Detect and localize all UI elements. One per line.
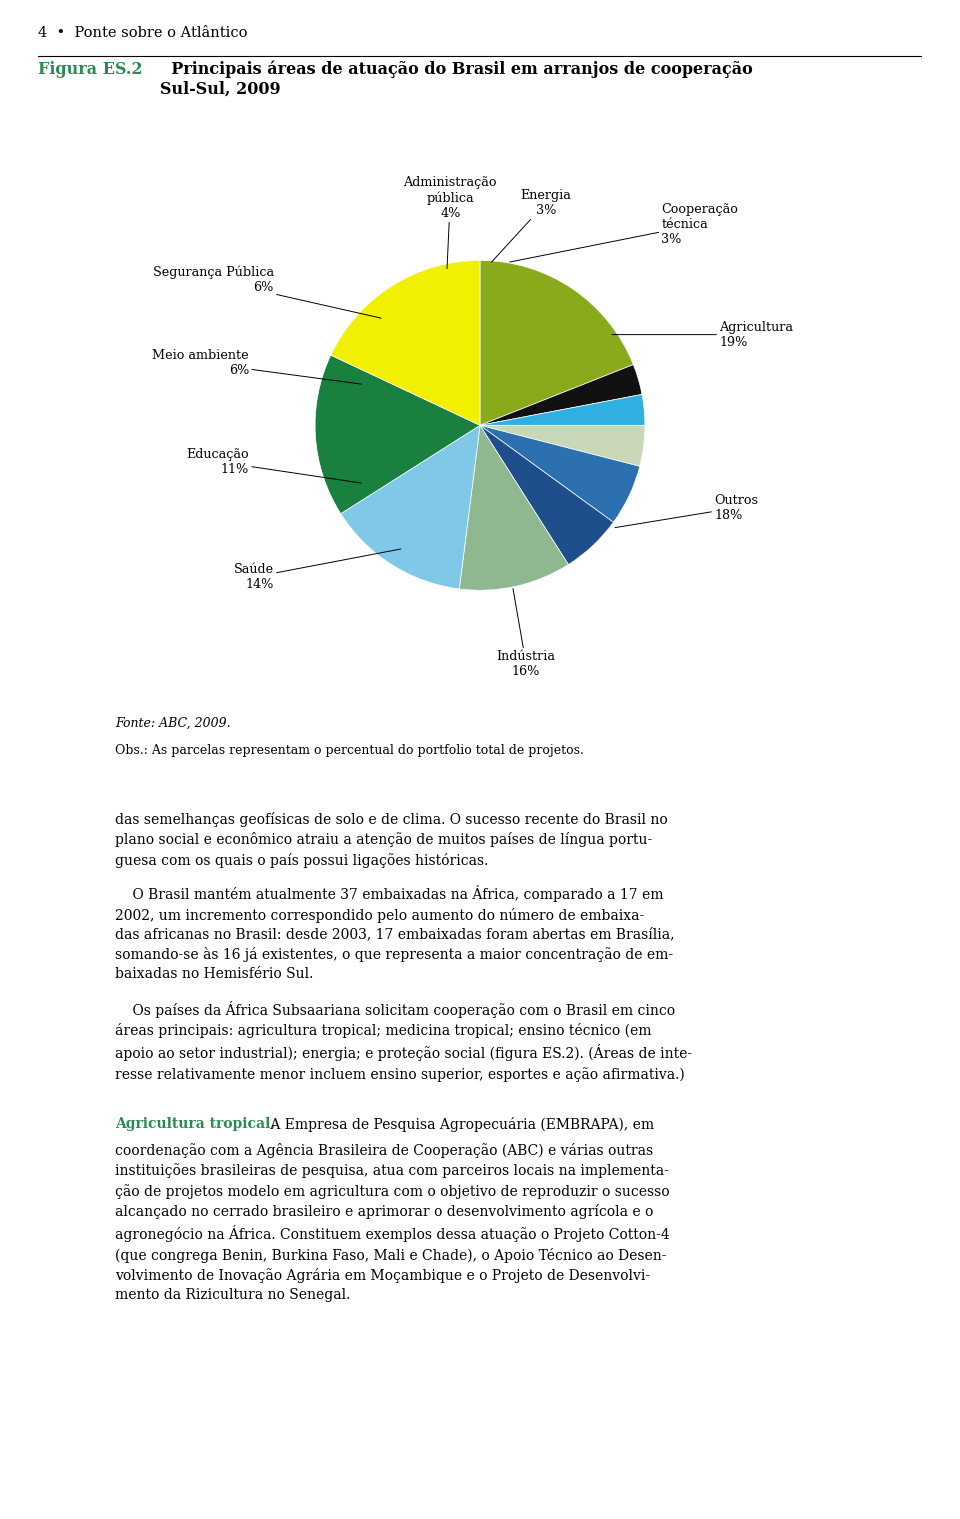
Text: Agricultura
19%: Agricultura 19% [612, 321, 793, 349]
Text: Outros
18%: Outros 18% [615, 494, 758, 527]
Text: Cooperação
técnica
3%: Cooperação técnica 3% [510, 202, 738, 263]
Text: Administração
pública
4%: Administração pública 4% [403, 176, 497, 269]
Text: Segurança Pública
6%: Segurança Pública 6% [153, 266, 381, 317]
Text: Energia
3%: Energia 3% [492, 188, 571, 263]
Text: das semelhanças geofísicas de solo e de clima. O sucesso recente do Brasil no
pl: das semelhanças geofísicas de solo e de … [115, 813, 668, 867]
Wedge shape [341, 425, 480, 589]
Wedge shape [315, 355, 480, 513]
Text: coordenação com a Agência Brasileira de Cooperação (ABC) e várias outras
institu: coordenação com a Agência Brasileira de … [115, 1144, 670, 1302]
Text: Meio ambiente
6%: Meio ambiente 6% [153, 349, 361, 384]
Wedge shape [480, 365, 642, 425]
Wedge shape [331, 260, 480, 425]
Wedge shape [480, 425, 639, 523]
Wedge shape [480, 395, 645, 425]
Wedge shape [459, 425, 568, 591]
Text: 4  •  Ponte sobre o Atlântico: 4 • Ponte sobre o Atlântico [38, 26, 248, 39]
Text: Figura ES.2: Figura ES.2 [38, 61, 143, 77]
Text: Fonte: ABC, 2009.: Fonte: ABC, 2009. [115, 717, 230, 731]
Text: O Brasil mantém atualmente 37 embaixadas na África, comparado a 17 em
2002, um i: O Brasil mantém atualmente 37 embaixadas… [115, 886, 675, 981]
Text: Educação
11%: Educação 11% [186, 448, 361, 483]
Text: Obs.: As parcelas representam o percentual do portfolio total de projetos.: Obs.: As parcelas representam o percentu… [115, 744, 584, 756]
Text: A Empresa de Pesquisa Agropecuária (EMBRAPA), em: A Empresa de Pesquisa Agropecuária (EMBR… [266, 1116, 655, 1132]
Text: Os países da África Subsaariana solicitam cooperação com o Brasil em cinco
áreas: Os países da África Subsaariana solicita… [115, 1001, 692, 1082]
Text: Indústria
16%: Indústria 16% [496, 588, 556, 679]
Wedge shape [480, 425, 645, 466]
Wedge shape [480, 260, 634, 425]
Text: Saúde
14%: Saúde 14% [233, 548, 401, 591]
Text: Principais áreas de atuação do Brasil em arranjos de cooperação
Sul-Sul, 2009: Principais áreas de atuação do Brasil em… [160, 61, 753, 97]
Wedge shape [480, 425, 613, 565]
Text: Agricultura tropical.: Agricultura tropical. [115, 1116, 276, 1130]
